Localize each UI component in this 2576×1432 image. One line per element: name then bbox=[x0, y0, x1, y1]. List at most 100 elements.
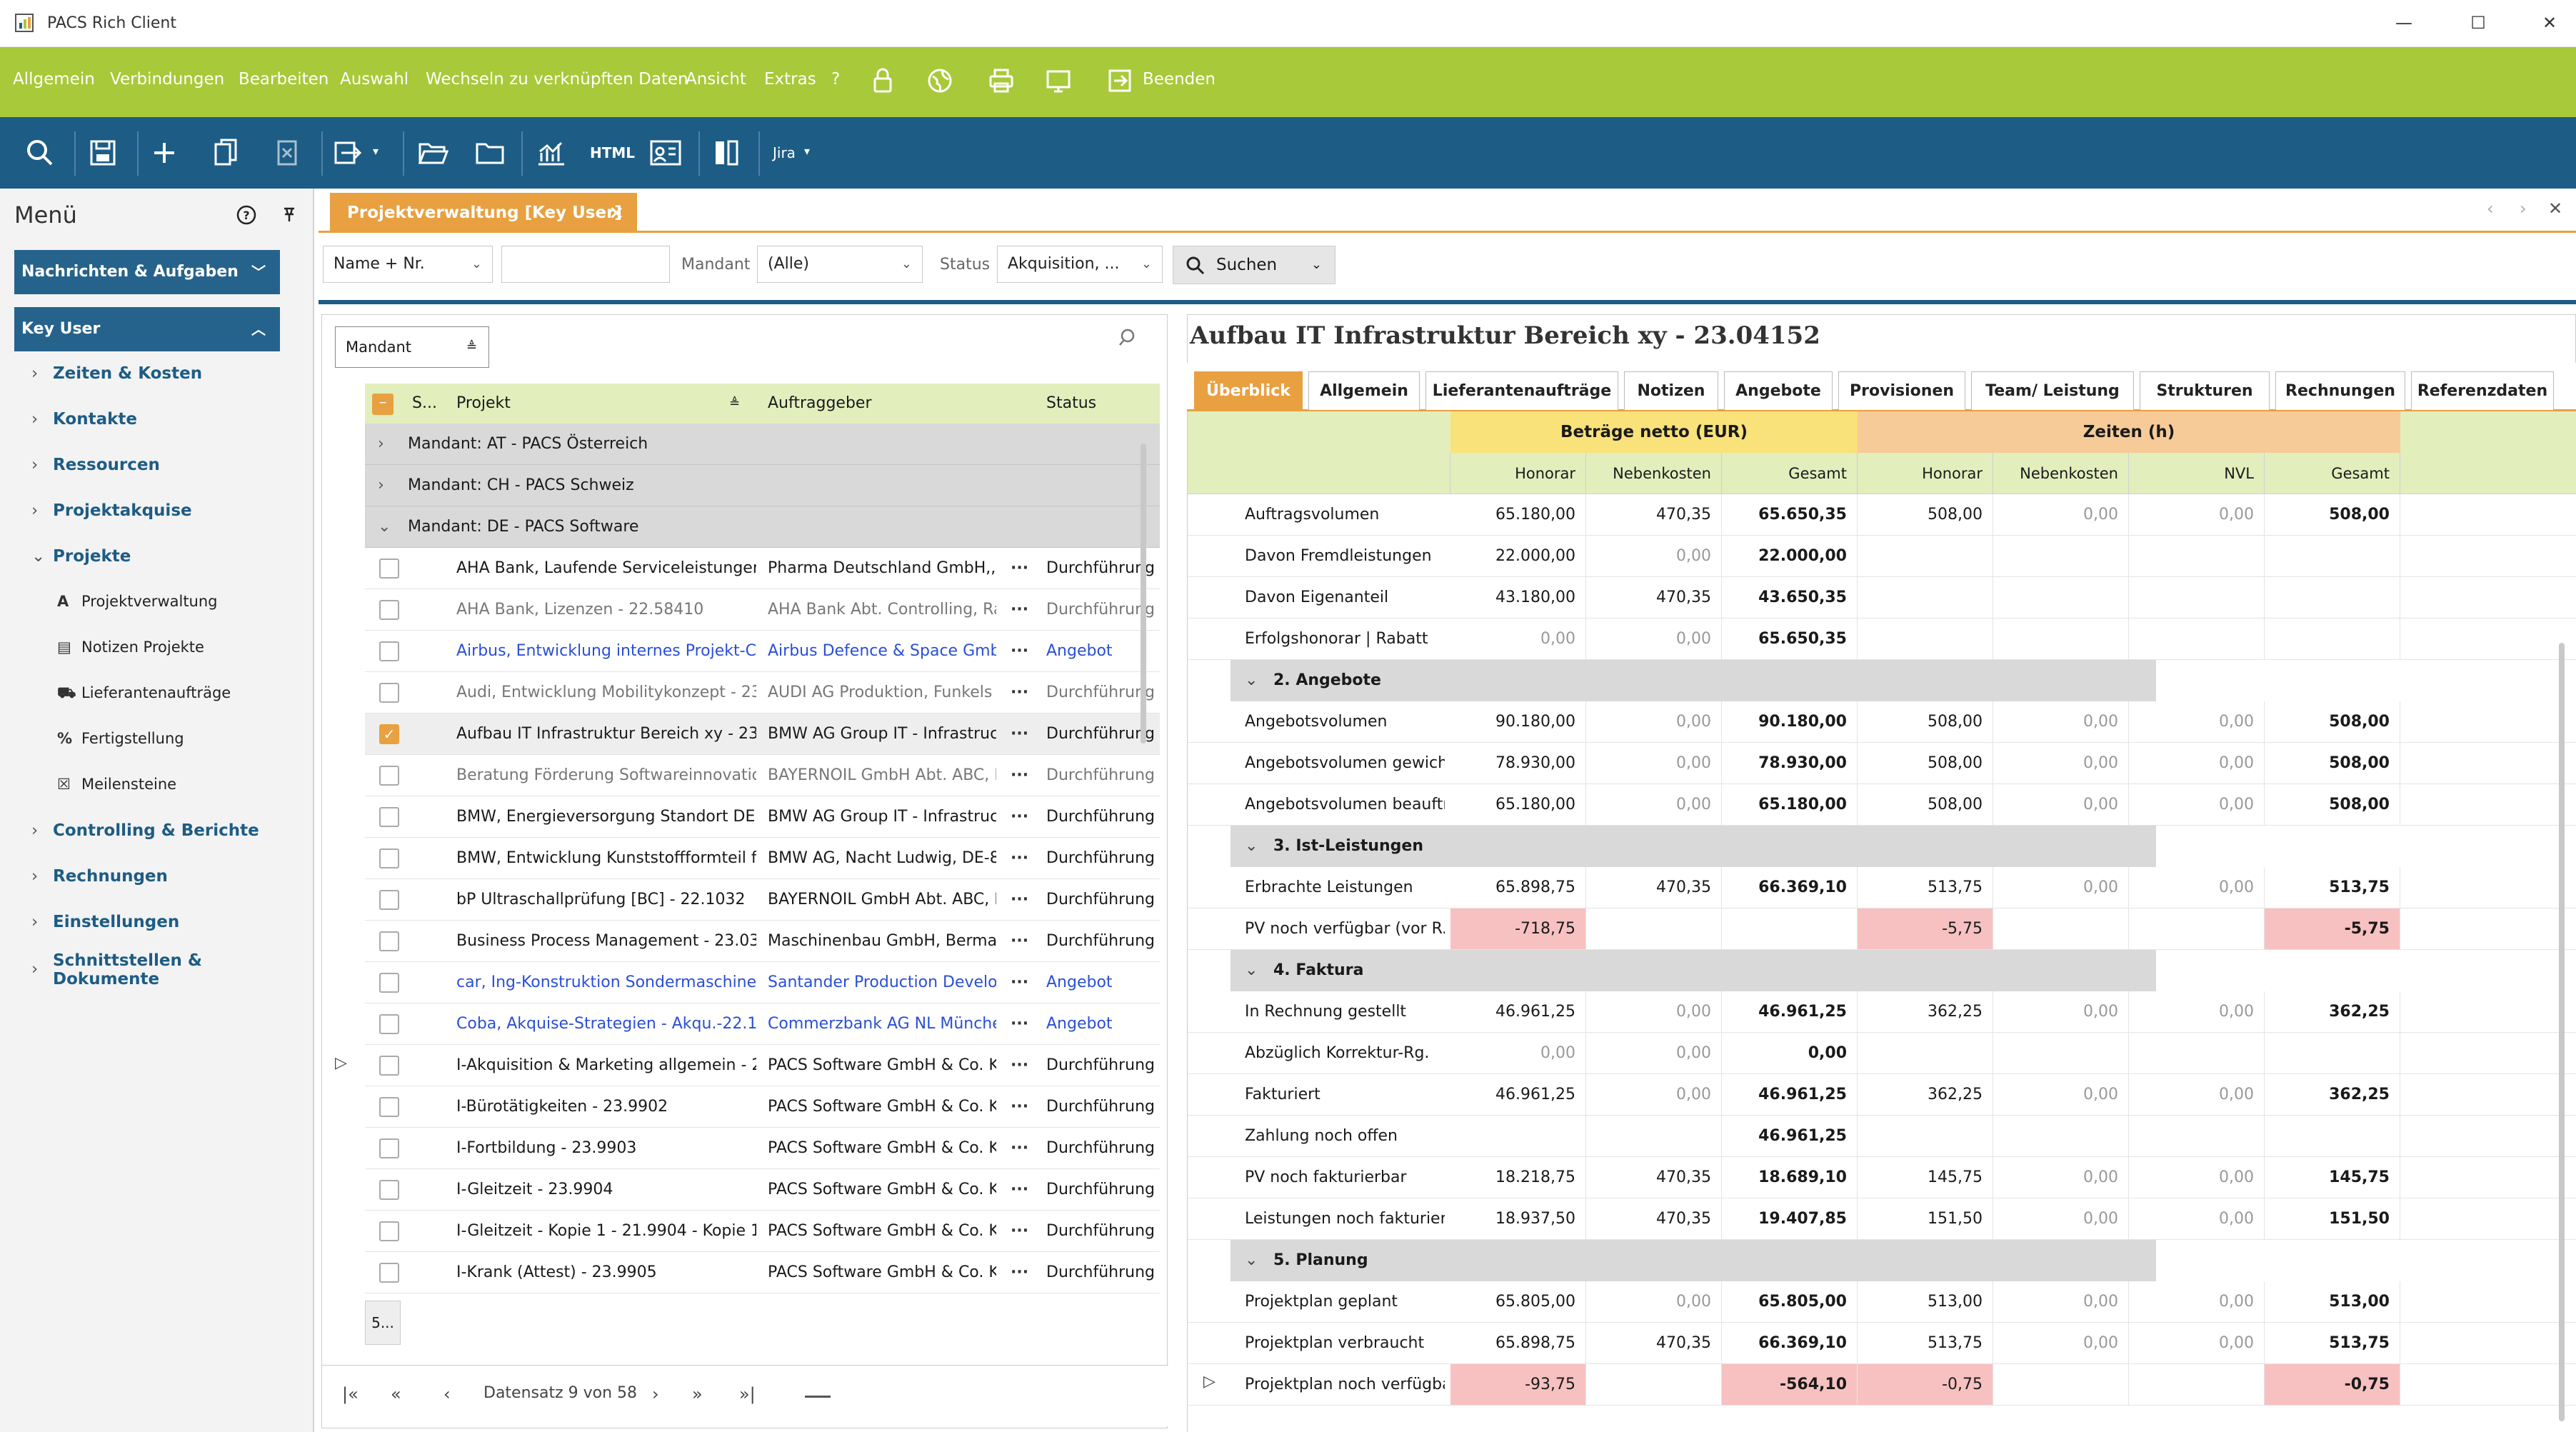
table-row[interactable]: I-Gleitzeit - 23.9904 PACS Software GmbH … bbox=[365, 1169, 1160, 1211]
tab-8[interactable]: Rechnungen bbox=[2275, 371, 2405, 410]
jira-dropdown-icon[interactable]: ▾ bbox=[804, 144, 811, 158]
grid-row[interactable]: PV noch fakturierbar 18.218,75 470,35 18.68… bbox=[1188, 1157, 2576, 1198]
grid-row[interactable]: Angebotsvolumen 90.180,00 0,00 90.180,00 508… bbox=[1188, 701, 2576, 743]
sidebar-item-projektakquise[interactable]: › Projektakquise bbox=[31, 501, 192, 520]
sidebar-item-controlling[interactable]: › Controlling & Berichte bbox=[31, 821, 259, 840]
save-icon[interactable] bbox=[84, 134, 121, 171]
more-icon[interactable]: ··· bbox=[1011, 1056, 1029, 1074]
section-key-user[interactable]: Key User ︿ bbox=[14, 307, 280, 351]
split-view-icon[interactable] bbox=[708, 134, 746, 171]
search-button[interactable]: Suchen ⌄ bbox=[1173, 246, 1335, 284]
sidebar-sub-notizen[interactable]: ▤ Notizen Projekte bbox=[57, 639, 204, 656]
tab-projektverwaltung[interactable]: Projektverwaltung [Key User] × bbox=[330, 193, 637, 233]
row-checkbox[interactable] bbox=[379, 890, 399, 910]
more-icon[interactable]: ··· bbox=[1011, 1015, 1029, 1033]
grid-row[interactable]: Erfolgshonorar | Rabatt 0,00 0,00 65.650,35 bbox=[1188, 619, 2576, 660]
grid-row[interactable]: Erbrachte Leistungen 65.898,75 470,35 66.36… bbox=[1188, 867, 2576, 908]
more-icon[interactable]: ··· bbox=[1011, 1181, 1029, 1198]
chart-icon[interactable] bbox=[533, 134, 570, 171]
more-icon[interactable]: ··· bbox=[1011, 1098, 1029, 1116]
row-checkbox[interactable] bbox=[379, 641, 399, 661]
row-checkbox[interactable] bbox=[379, 1138, 399, 1158]
menu-extras[interactable]: Extras bbox=[764, 70, 816, 89]
more-icon[interactable]: ··· bbox=[1011, 808, 1029, 826]
menu-ansicht[interactable]: Ansicht bbox=[686, 70, 746, 89]
row-checkbox[interactable] bbox=[379, 1097, 399, 1117]
tab-4[interactable]: Angebote bbox=[1724, 371, 1833, 410]
find-icon[interactable] bbox=[1118, 326, 1139, 348]
col-header-status[interactable]: Status bbox=[1046, 394, 1097, 412]
table-row[interactable]: I-Akquisition & Marketing allgemein - 23… bbox=[365, 1045, 1160, 1086]
grid-row[interactable]: Zahlung noch offen 46.961,25 bbox=[1188, 1116, 2576, 1157]
row-checkbox[interactable] bbox=[379, 600, 399, 620]
table-row[interactable]: BMW, Entwicklung Kunststoffformteil für.… bbox=[365, 838, 1160, 879]
more-icon[interactable]: ··· bbox=[1011, 1222, 1029, 1240]
sidebar-item-zeiten[interactable]: › Zeiten & Kosten bbox=[31, 364, 202, 383]
row-checkbox[interactable] bbox=[379, 1180, 399, 1200]
col-header-2[interactable]: Gesamt bbox=[1722, 453, 1858, 494]
tab-3[interactable]: Notizen bbox=[1624, 371, 1718, 410]
row-checkbox[interactable] bbox=[379, 559, 399, 579]
status-select[interactable]: Akquisition, ... ⌄ bbox=[997, 246, 1163, 283]
last-page-icon[interactable]: »| bbox=[739, 1384, 756, 1404]
grid-row[interactable]: Angebotsvolumen gewicht...78.930,000,007… bbox=[1188, 743, 2576, 784]
export-icon[interactable] bbox=[330, 134, 367, 171]
col-header-0[interactable]: Honorar bbox=[1450, 453, 1586, 494]
search-text-input[interactable] bbox=[501, 246, 670, 283]
table-row[interactable]: Coba, Akquise-Strategien - Akqu.-22.122 C… bbox=[365, 1003, 1160, 1045]
row-checkbox[interactable] bbox=[379, 973, 399, 993]
section-row[interactable]: ⌄ 2. Angebote bbox=[1231, 660, 2156, 701]
mandant-select[interactable]: (Alle) ⌄ bbox=[757, 246, 923, 283]
jira-button[interactable]: Jira bbox=[773, 144, 796, 161]
menu-verbindungen[interactable]: Verbindungen bbox=[110, 70, 225, 89]
sidebar-sub-fertigstellung[interactable]: % Fertigstellung bbox=[57, 730, 184, 747]
more-icon[interactable]: ··· bbox=[1011, 766, 1029, 784]
section-row[interactable]: ⌄ 5. Planung bbox=[1231, 1240, 2156, 1281]
grid-row[interactable]: Davon Eigenanteil 43.180,00 470,35 43.650,3… bbox=[1188, 577, 2576, 619]
section-row[interactable]: ⌄ 4. Faktura bbox=[1231, 950, 2156, 991]
table-row[interactable]: I-Krank (Attest) - 23.9905 PACS Software … bbox=[365, 1252, 1160, 1293]
tab-6[interactable]: Team/ Leistung bbox=[1971, 371, 2134, 410]
table-row[interactable]: car, Ing-Konstruktion Sondermaschine [..… bbox=[365, 962, 1160, 1003]
more-icon[interactable]: ··· bbox=[1011, 684, 1029, 701]
table-row[interactable]: AHA Bank, Lizenzen - 22.58410 AHA Bank Ab… bbox=[365, 589, 1160, 631]
sidebar-item-projekte[interactable]: ⌄ Projekte bbox=[31, 547, 131, 566]
pin-icon[interactable] bbox=[280, 206, 299, 224]
group-row[interactable]: › Mandant: CH - PACS Schweiz bbox=[365, 465, 1160, 506]
globe-icon[interactable] bbox=[924, 65, 956, 96]
close-all-icon[interactable]: ✕ bbox=[2548, 199, 2563, 219]
grid-row[interactable]: PV noch verfügbar (vor R... -718,75 -5,75 -… bbox=[1188, 908, 2576, 950]
grid-row[interactable]: Auftragsvolumen 65.180,00 470,35 65.650,35 5… bbox=[1188, 494, 2576, 536]
table-row[interactable]: I-Fortbildung - 23.9903 PACS Software Gmb… bbox=[365, 1128, 1160, 1169]
more-icon[interactable]: ··· bbox=[1011, 1263, 1029, 1281]
exit-icon[interactable] bbox=[1104, 65, 1136, 96]
row-checkbox[interactable] bbox=[379, 848, 399, 868]
lock-icon[interactable] bbox=[867, 65, 898, 96]
col-header-projekt[interactable]: Projekt bbox=[456, 394, 511, 412]
row-checkbox[interactable] bbox=[379, 807, 399, 827]
more-icon[interactable]: ··· bbox=[1011, 891, 1029, 908]
group-row[interactable]: ⌄ Mandant: DE - PACS Software bbox=[365, 506, 1160, 548]
folder-open-icon[interactable] bbox=[414, 134, 451, 171]
export-dropdown-icon[interactable]: ▾ bbox=[373, 144, 379, 158]
section-nachrichten[interactable]: Nachrichten & Aufgaben ﹀ bbox=[14, 250, 280, 294]
col-header-6[interactable]: Gesamt bbox=[2265, 453, 2400, 494]
group-row[interactable]: › Mandant: AT - PACS Österreich bbox=[365, 424, 1160, 465]
more-icon[interactable]: ··· bbox=[1011, 559, 1029, 577]
menu-auswahl[interactable]: Auswahl bbox=[340, 70, 409, 89]
menu-help[interactable]: ? bbox=[831, 70, 841, 89]
row-checkbox[interactable] bbox=[379, 1221, 399, 1241]
section-row[interactable]: ⌄ 3. Ist-Leistungen bbox=[1231, 826, 2156, 867]
prev-fast-icon[interactable]: « bbox=[391, 1384, 401, 1404]
col-header-s[interactable]: S... bbox=[412, 394, 437, 412]
col-header-auftraggeber[interactable]: Auftraggeber bbox=[768, 394, 872, 412]
more-icon[interactable]: ··· bbox=[1011, 849, 1029, 867]
folder-icon[interactable] bbox=[471, 134, 508, 171]
sidebar-sub-lieferanten[interactable]: ⛟ Lieferantenaufträge bbox=[57, 684, 231, 704]
tab-2[interactable]: Lieferantenaufträge bbox=[1425, 371, 1618, 410]
print-icon[interactable] bbox=[986, 65, 1017, 96]
sort-icon[interactable]: ≜ bbox=[729, 396, 741, 411]
expand-row-icon[interactable]: ▷ bbox=[335, 1054, 347, 1072]
grid-row[interactable]: Angebotsvolumen beauftr... 65.180,00 0,00 6… bbox=[1188, 784, 2576, 826]
more-icon[interactable]: ··· bbox=[1011, 932, 1029, 950]
